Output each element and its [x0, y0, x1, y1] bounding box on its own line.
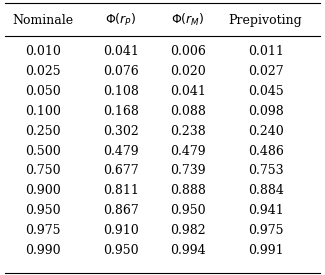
Text: 0.950: 0.950	[103, 244, 138, 257]
Text: $\Phi(r_M)$: $\Phi(r_M)$	[172, 12, 205, 29]
Text: 0.108: 0.108	[103, 85, 138, 98]
Text: 0.020: 0.020	[170, 65, 206, 78]
Text: 0.045: 0.045	[248, 85, 283, 98]
Text: 0.991: 0.991	[248, 244, 283, 257]
Text: 0.994: 0.994	[171, 244, 206, 257]
Text: 0.010: 0.010	[25, 45, 61, 58]
Text: 0.041: 0.041	[170, 85, 206, 98]
Text: 0.025: 0.025	[25, 65, 61, 78]
Text: 0.479: 0.479	[171, 145, 206, 158]
Text: 0.100: 0.100	[25, 105, 61, 118]
Text: 0.238: 0.238	[170, 125, 206, 138]
Text: 0.888: 0.888	[170, 184, 206, 197]
Text: 0.240: 0.240	[248, 125, 283, 138]
Text: 0.011: 0.011	[248, 45, 283, 58]
Text: 0.677: 0.677	[103, 164, 138, 177]
Text: 0.910: 0.910	[103, 224, 138, 237]
Text: 0.027: 0.027	[248, 65, 283, 78]
Text: 0.867: 0.867	[103, 204, 138, 217]
Text: 0.950: 0.950	[25, 204, 61, 217]
Text: 0.076: 0.076	[103, 65, 138, 78]
Text: 0.941: 0.941	[248, 204, 283, 217]
Text: 0.884: 0.884	[248, 184, 283, 197]
Text: Prepivoting: Prepivoting	[229, 14, 303, 27]
Text: 0.168: 0.168	[103, 105, 138, 118]
Text: 0.750: 0.750	[25, 164, 61, 177]
Text: 0.088: 0.088	[170, 105, 206, 118]
Text: 0.753: 0.753	[248, 164, 283, 177]
Text: 0.900: 0.900	[25, 184, 61, 197]
Text: 0.050: 0.050	[25, 85, 61, 98]
Text: 0.990: 0.990	[25, 244, 61, 257]
Text: Nominale: Nominale	[13, 14, 74, 27]
Text: 0.250: 0.250	[25, 125, 61, 138]
Text: 0.098: 0.098	[248, 105, 283, 118]
Text: 0.975: 0.975	[248, 224, 283, 237]
Text: 0.006: 0.006	[170, 45, 206, 58]
Text: 0.739: 0.739	[171, 164, 206, 177]
Text: 0.950: 0.950	[171, 204, 206, 217]
Text: 0.041: 0.041	[103, 45, 138, 58]
Text: 0.982: 0.982	[171, 224, 206, 237]
Text: 0.811: 0.811	[103, 184, 138, 197]
Text: 0.975: 0.975	[26, 224, 61, 237]
Text: 0.479: 0.479	[103, 145, 138, 158]
Text: 0.500: 0.500	[25, 145, 61, 158]
Text: 0.302: 0.302	[103, 125, 138, 138]
Text: $\Phi(r_P)$: $\Phi(r_P)$	[105, 12, 136, 29]
Text: 0.486: 0.486	[248, 145, 283, 158]
